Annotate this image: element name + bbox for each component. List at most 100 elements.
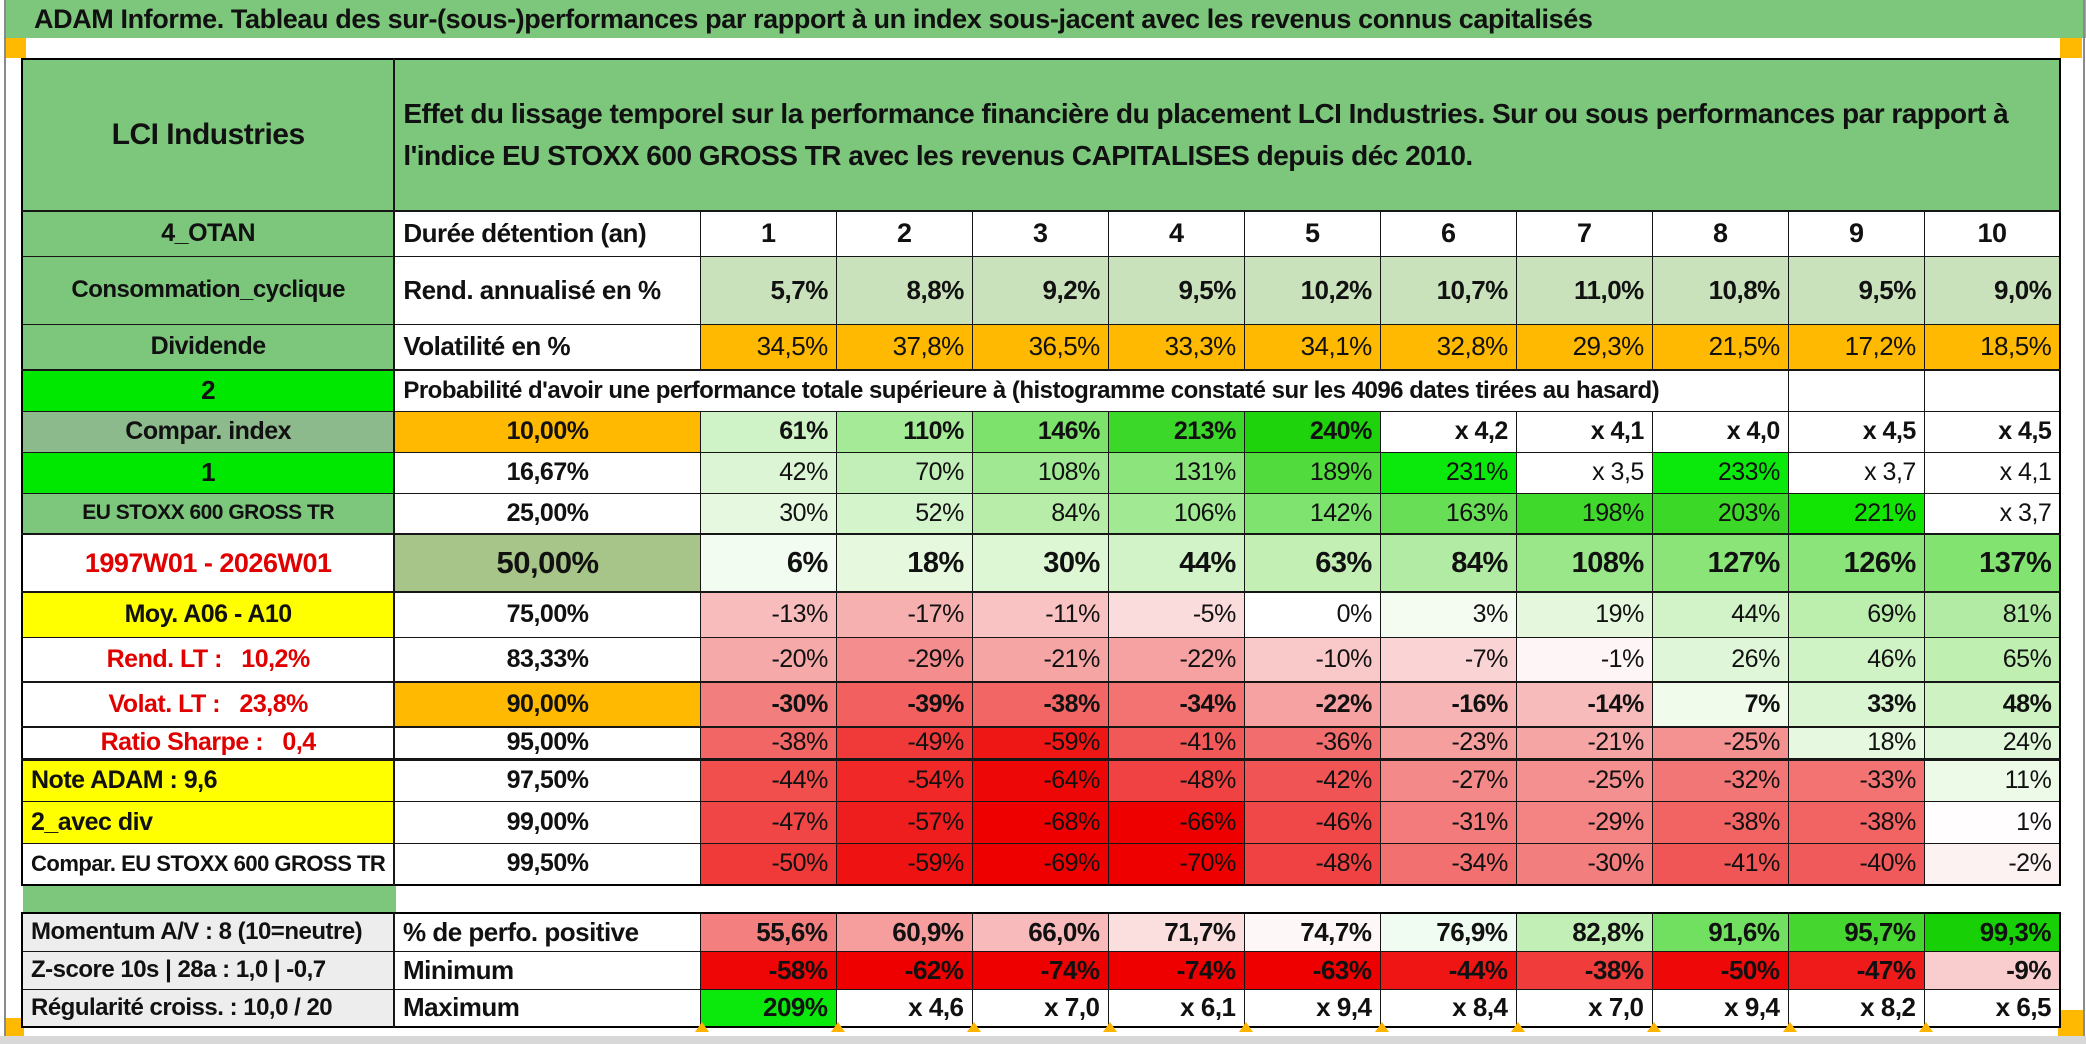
data-cell[interactable]: -22%	[1243, 681, 1381, 728]
data-cell[interactable]: 240%	[1243, 410, 1381, 453]
data-cell[interactable]: 9,5%	[1787, 255, 1925, 325]
data-cell[interactable]: -38%	[1651, 800, 1789, 844]
data-cell[interactable]: -38%	[1787, 800, 1925, 844]
data-cell[interactable]: x 8,4	[1379, 988, 1517, 1028]
data-cell[interactable]: -41%	[1651, 842, 1789, 886]
row-header-cell[interactable]: Rend. LT : 10,2%	[21, 636, 396, 683]
data-cell[interactable]: 18%	[1787, 726, 1925, 761]
row-label-cell[interactable]: Minimum	[393, 950, 701, 990]
row-label-cell[interactable]: 99,50%	[393, 842, 701, 886]
data-cell[interactable]: 8,8%	[835, 255, 973, 325]
data-cell[interactable]: x 4,6	[835, 988, 973, 1028]
data-cell[interactable]: -64%	[971, 758, 1109, 802]
row-label-cell[interactable]: 95,00%	[393, 726, 701, 761]
data-cell[interactable]: -17%	[835, 591, 973, 638]
row-header-cell[interactable]: 4_OTAN	[21, 210, 396, 257]
row-label-cell[interactable]: 83,33%	[393, 636, 701, 683]
data-cell[interactable]: 30%	[699, 492, 837, 535]
row-header-cell[interactable]: EU STOXX 600 GROSS TR	[21, 492, 396, 535]
data-cell[interactable]: -20%	[699, 636, 837, 683]
data-cell[interactable]: 231%	[1379, 451, 1517, 494]
data-cell[interactable]: 146%	[971, 410, 1109, 453]
data-cell[interactable]: 33%	[1787, 681, 1925, 728]
data-cell[interactable]: 81%	[1923, 591, 2061, 638]
data-cell[interactable]: -59%	[971, 726, 1109, 761]
data-cell[interactable]: -69%	[971, 842, 1109, 886]
data-cell[interactable]: -74%	[971, 950, 1109, 990]
data-cell[interactable]: 99,3%	[1923, 912, 2061, 952]
data-cell[interactable]: 65%	[1923, 636, 2061, 683]
data-cell[interactable]: -36%	[1243, 726, 1381, 761]
row-header-cell[interactable]: LCI Industries	[21, 58, 396, 212]
data-cell[interactable]: 163%	[1379, 492, 1517, 535]
data-cell[interactable]: -23%	[1379, 726, 1517, 761]
row-header-cell[interactable]: Compar. index	[21, 410, 396, 453]
data-cell[interactable]: -31%	[1379, 800, 1517, 844]
data-cell[interactable]: 131%	[1107, 451, 1245, 494]
data-cell[interactable]: -29%	[1515, 800, 1653, 844]
data-cell[interactable]: -11%	[971, 591, 1109, 638]
row-label-cell[interactable]: Volatilité en %	[393, 323, 701, 371]
data-cell[interactable]: 108%	[971, 451, 1109, 494]
column-header-cell[interactable]: 6	[1379, 210, 1517, 257]
data-cell[interactable]: x 7,0	[1515, 988, 1653, 1028]
data-cell[interactable]: -27%	[1379, 758, 1517, 802]
row-label-cell[interactable]: 97,50%	[393, 758, 701, 802]
data-cell[interactable]: x 6,5	[1923, 988, 2061, 1028]
data-cell[interactable]: 18,5%	[1923, 323, 2061, 371]
row-header-cell[interactable]: Consommation_cyclique	[21, 255, 396, 325]
data-cell[interactable]: 95,7%	[1787, 912, 1925, 952]
data-cell[interactable]: -54%	[835, 758, 973, 802]
data-cell[interactable]: 70%	[835, 451, 973, 494]
data-cell[interactable]: 48%	[1923, 681, 2061, 728]
data-cell[interactable]: 108%	[1515, 533, 1653, 593]
data-cell[interactable]: 37,8%	[835, 323, 973, 371]
data-cell[interactable]: 106%	[1107, 492, 1245, 535]
row-header-cell[interactable]: Dividende	[21, 323, 396, 371]
data-cell[interactable]: 233%	[1651, 451, 1789, 494]
data-cell[interactable]: 9,5%	[1107, 255, 1245, 325]
data-cell[interactable]: 66,0%	[971, 912, 1109, 952]
data-cell[interactable]: 76,9%	[1379, 912, 1517, 952]
data-cell[interactable]: x 3,7	[1923, 492, 2061, 535]
column-header-cell[interactable]: 3	[971, 210, 1109, 257]
data-cell[interactable]: -1%	[1515, 636, 1653, 683]
data-cell[interactable]: 17,2%	[1787, 323, 1925, 371]
data-cell[interactable]: 21,5%	[1651, 323, 1789, 371]
data-cell[interactable]: -68%	[971, 800, 1109, 844]
data-cell[interactable]: x 3,7	[1787, 451, 1925, 494]
data-cell[interactable]: 7%	[1651, 681, 1789, 728]
data-cell[interactable]: 42%	[699, 451, 837, 494]
data-cell[interactable]: -38%	[971, 681, 1109, 728]
data-cell[interactable]: x 4,0	[1651, 410, 1789, 453]
data-cell[interactable]: 44%	[1651, 591, 1789, 638]
data-cell[interactable]: 10,2%	[1243, 255, 1381, 325]
data-cell[interactable]: -44%	[699, 758, 837, 802]
data-cell[interactable]: 44%	[1107, 533, 1245, 593]
row-label-cell[interactable]: Maximum	[393, 988, 701, 1028]
row-header-cell[interactable]: 1	[21, 451, 396, 494]
data-cell[interactable]: -10%	[1243, 636, 1381, 683]
data-cell[interactable]: 142%	[1243, 492, 1381, 535]
data-cell[interactable]: 33,3%	[1107, 323, 1245, 371]
data-cell[interactable]: -9%	[1923, 950, 2061, 990]
data-cell[interactable]: 5,7%	[699, 255, 837, 325]
data-cell[interactable]: x 3,5	[1515, 451, 1653, 494]
data-cell[interactable]: 36,5%	[971, 323, 1109, 371]
data-cell[interactable]: -32%	[1651, 758, 1789, 802]
row-header-cell[interactable]: Compar. EU STOXX 600 GROSS TR	[21, 842, 396, 886]
data-cell[interactable]: 10,8%	[1651, 255, 1789, 325]
row-label-cell[interactable]: Durée détention (an)	[393, 210, 701, 257]
row-label-cell[interactable]: 16,67%	[393, 451, 701, 494]
data-cell[interactable]: -29%	[835, 636, 973, 683]
data-cell[interactable]: -40%	[1787, 842, 1925, 886]
data-cell[interactable]: -2%	[1923, 842, 2061, 886]
data-cell[interactable]: -5%	[1107, 591, 1245, 638]
column-header-cell[interactable]: 9	[1787, 210, 1925, 257]
data-cell[interactable]: -42%	[1243, 758, 1381, 802]
data-cell[interactable]: 0%	[1243, 591, 1381, 638]
data-cell[interactable]: 127%	[1651, 533, 1789, 593]
row-label-cell[interactable]: 50,00%	[393, 533, 701, 593]
row-header-cell[interactable]: Momentum A/V : 8 (10=neutre)	[21, 912, 395, 952]
column-header-cell[interactable]: 1	[699, 210, 837, 257]
